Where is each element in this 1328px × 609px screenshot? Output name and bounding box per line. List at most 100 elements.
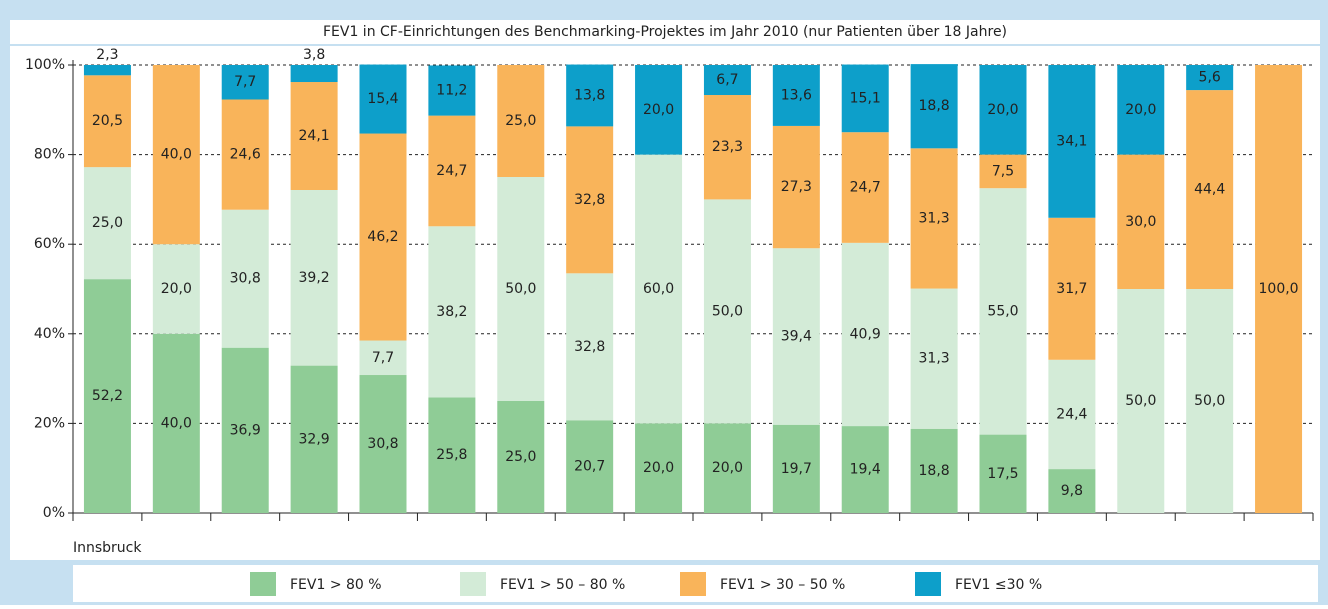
data-label: 3,8	[303, 47, 325, 63]
bar-segment	[152, 244, 200, 334]
bar-segment	[221, 65, 269, 100]
bar-segment	[910, 148, 958, 289]
data-label: 46,2	[367, 229, 398, 245]
data-label: 5,6	[1199, 70, 1221, 86]
data-label: 20,0	[712, 460, 743, 476]
bar-segment	[1186, 289, 1234, 513]
y-tick-label: 80%	[34, 147, 65, 163]
legend-label: FEV1 ≤30 %	[955, 577, 1042, 593]
data-label: 15,1	[850, 90, 881, 106]
bar-segment	[428, 65, 476, 116]
data-label: 60,0	[643, 281, 674, 297]
bar-segment	[359, 375, 407, 513]
data-label: 7,7	[372, 350, 394, 366]
bar-segment	[1048, 217, 1096, 360]
data-label: 31,7	[1056, 281, 1087, 297]
data-label: 38,2	[436, 304, 467, 320]
bar-segment	[290, 189, 338, 366]
bar-segment	[152, 333, 200, 513]
data-label: 39,4	[781, 328, 812, 344]
bar-segment	[1048, 359, 1096, 470]
bar-segment	[1255, 65, 1303, 513]
data-label: 19,7	[781, 461, 812, 477]
data-label: 11,2	[436, 83, 467, 99]
data-label: 20,7	[574, 459, 605, 475]
bar-segment	[221, 347, 269, 513]
data-label: 20,0	[643, 102, 674, 118]
data-label: 52,2	[92, 388, 123, 404]
bar-segment	[359, 133, 407, 341]
bar-segment	[1048, 65, 1096, 218]
data-label: 32,9	[299, 431, 330, 447]
legend-label: FEV1 > 80 %	[290, 577, 382, 593]
data-label: 18,8	[919, 463, 950, 479]
data-label: 50,0	[1125, 393, 1156, 409]
data-label: 2,3	[96, 47, 118, 63]
bar-segment	[428, 397, 476, 513]
legend-swatch	[460, 572, 486, 596]
legend-label: FEV1 > 30 – 50 %	[720, 577, 845, 593]
bar-segment	[910, 64, 958, 149]
bar-segment	[566, 126, 614, 274]
data-label: 13,6	[781, 87, 812, 103]
bar-segment	[290, 365, 338, 513]
bar-segment	[221, 99, 269, 210]
bar-segment	[497, 65, 545, 177]
data-label: 7,5	[992, 163, 1014, 179]
data-label: 32,8	[574, 192, 605, 208]
data-label: 25,8	[436, 447, 467, 463]
y-tick-label: 20%	[34, 415, 65, 431]
data-label: 31,3	[919, 351, 950, 367]
data-label: 24,7	[436, 163, 467, 179]
bar-segment	[841, 426, 889, 513]
data-label: 100,0	[1259, 281, 1299, 297]
bar-segment	[497, 177, 545, 401]
bar-segment	[703, 95, 751, 200]
bar-segment	[703, 423, 751, 513]
data-label: 20,0	[161, 281, 192, 297]
legend-label: FEV1 > 50 – 80 %	[500, 577, 625, 593]
bar-segment	[1186, 65, 1234, 91]
bar-segment	[910, 288, 958, 429]
bar-segment	[83, 75, 131, 168]
data-label: 25,0	[505, 113, 536, 129]
data-label: 50,0	[712, 303, 743, 319]
data-label: 17,5	[987, 466, 1018, 482]
data-label: 23,3	[712, 139, 743, 155]
data-label: 18,8	[919, 98, 950, 114]
bar-segment	[979, 188, 1027, 435]
bar-segment	[1186, 90, 1234, 289]
bar-segment	[359, 340, 407, 376]
bar-segment	[290, 65, 338, 83]
bar-segment	[703, 65, 751, 96]
data-label: 40,0	[161, 415, 192, 431]
data-label: 44,4	[1194, 182, 1225, 198]
bar-segment	[566, 64, 614, 127]
data-label: 30,8	[367, 436, 398, 452]
data-label: 55,0	[987, 303, 1018, 319]
data-label: 20,0	[1125, 102, 1156, 118]
bar-segment	[566, 273, 614, 421]
bar-segment	[566, 420, 614, 513]
data-label: 15,4	[367, 91, 398, 107]
data-label: 24,1	[299, 128, 330, 144]
data-label: 13,8	[574, 87, 605, 103]
bar-segment	[772, 125, 820, 249]
data-label: 7,7	[234, 74, 256, 90]
bar-segment	[83, 167, 131, 280]
bar-segment	[979, 154, 1027, 189]
bar-segment	[772, 424, 820, 513]
bar-segment	[841, 64, 889, 133]
data-label: 19,4	[850, 462, 881, 478]
bar-segment	[1117, 65, 1165, 155]
data-label: 50,0	[1194, 393, 1225, 409]
bar-segment	[635, 154, 683, 424]
data-label: 24,4	[1056, 406, 1087, 422]
data-label: 24,7	[850, 180, 881, 196]
data-label: 20,0	[987, 102, 1018, 118]
data-label: 31,3	[919, 210, 950, 226]
data-label: 40,9	[850, 326, 881, 342]
title-band	[10, 20, 1320, 44]
bar-segment	[635, 423, 683, 513]
bar-segment	[979, 434, 1027, 513]
